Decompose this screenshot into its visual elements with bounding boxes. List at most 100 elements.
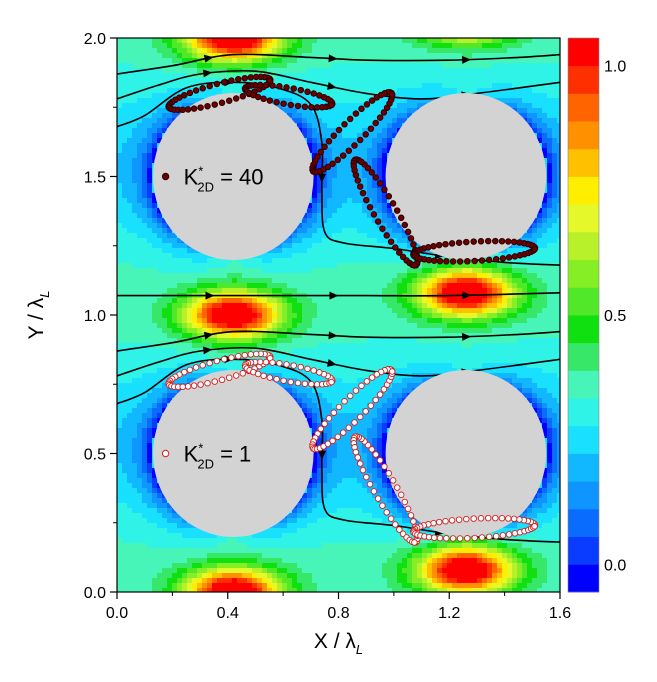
field-cell [522,83,528,89]
field-cell [292,68,298,74]
field-cell [362,108,368,114]
field-cell [297,243,303,249]
field-cell [502,263,508,269]
field-cell [137,308,143,314]
field-cell [307,128,313,134]
field-cell [502,273,508,279]
field-cell [557,118,560,124]
field-cell [247,258,253,264]
field-cell [417,283,423,289]
field-cell [272,283,278,289]
field-cell [407,298,413,304]
field-cell [302,303,308,309]
field-cell [217,288,223,294]
field-cell [257,273,263,279]
field-cell [132,183,138,189]
field-cell [352,233,358,239]
field-cell [132,318,138,324]
field-cell [347,53,353,59]
field-cell [402,238,408,244]
field-cell [347,153,353,159]
field-cell [502,43,508,49]
field-cell [527,263,533,269]
field-cell [477,283,483,289]
field-cell [427,283,433,289]
field-cell [282,68,288,74]
field-cell [372,228,378,234]
field-cell [342,268,348,274]
field-cell [147,88,153,94]
field-cell [317,138,323,144]
field-cell [517,83,523,89]
field-cell [342,198,348,204]
field-cell [252,308,258,314]
field-cell [127,283,133,289]
field-cell [352,303,358,309]
field-cell [147,58,153,64]
field-cell [142,318,148,324]
field-cell [422,68,428,74]
field-cell [137,63,143,69]
field-cell [557,63,560,69]
field-cell [462,88,468,94]
field-cell [377,188,383,194]
field-cell [537,228,543,234]
field-cell [127,98,133,104]
field-cell [182,73,188,79]
field-cell [157,243,163,249]
field-cell [422,38,428,44]
field-cell [197,63,203,69]
field-cell [152,313,158,319]
field-cell [247,58,253,64]
field-cell [412,268,418,274]
field-cell [147,168,153,174]
field-cell [142,48,148,54]
field-cell [372,248,378,254]
field-cell [422,283,428,289]
field-cell [442,68,448,74]
field-cell [347,203,353,209]
field-cell [352,288,358,294]
field-cell [332,283,338,289]
field-cell [122,213,128,219]
field-cell [517,273,523,279]
field-cell [427,68,433,74]
field-cell [372,188,378,194]
field-cell [137,178,143,184]
field-cell [367,138,373,144]
field-cell [372,78,378,84]
field-cell [317,248,323,254]
field-cell [347,43,353,49]
field-cell [292,93,298,99]
field-cell [372,178,378,184]
field-cell [347,68,353,74]
field-cell [397,73,403,79]
field-cell [382,223,388,229]
field-cell [307,53,313,59]
field-cell [122,283,128,289]
field-cell [127,168,133,174]
field-cell [397,98,403,104]
field-cell [347,158,353,164]
field-cell [322,258,328,264]
field-cell [387,138,393,144]
field-cell [332,298,338,304]
field-cell [547,188,553,194]
field-cell [357,98,363,104]
field-cell [502,58,508,64]
field-cell [402,308,408,314]
field-cell [167,263,173,269]
field-cell [312,243,318,249]
field-cell [117,73,123,79]
field-cell [467,263,473,269]
field-cell [332,43,338,49]
field-cell [287,113,293,119]
field-cell [367,133,373,139]
field-cell [547,148,553,154]
field-cell [132,188,138,194]
field-cell [352,268,358,274]
field-cell [162,128,168,134]
field-cell [147,203,153,209]
field-cell [262,43,268,49]
field-cell [147,138,153,144]
